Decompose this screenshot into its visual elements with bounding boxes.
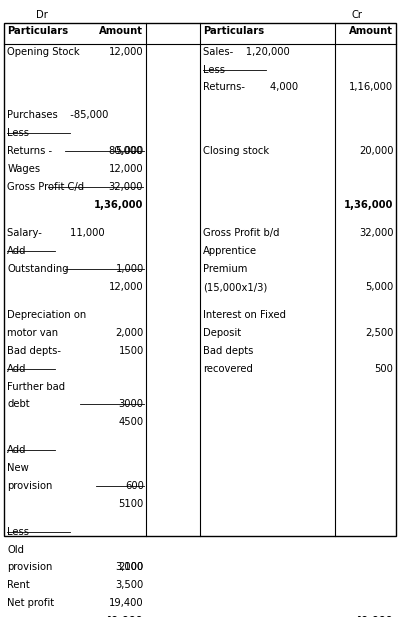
Text: Further bad: Further bad xyxy=(7,381,65,392)
Text: Premium: Premium xyxy=(203,264,247,274)
Text: Gross Profit C/d: Gross Profit C/d xyxy=(7,182,84,192)
Text: Bad depts-: Bad depts- xyxy=(7,346,61,356)
Text: 2,500: 2,500 xyxy=(365,328,393,338)
Text: 20,000: 20,000 xyxy=(359,146,393,156)
Text: New: New xyxy=(7,463,29,473)
Text: Old: Old xyxy=(7,545,24,555)
Text: 2000: 2000 xyxy=(119,563,144,573)
Text: Amount: Amount xyxy=(350,25,393,36)
Text: provision: provision xyxy=(7,563,53,573)
Text: Net profit: Net profit xyxy=(7,598,54,608)
Text: Opening Stock: Opening Stock xyxy=(7,47,80,57)
Text: Less: Less xyxy=(7,527,29,537)
Text: 19,400: 19,400 xyxy=(109,598,143,608)
Text: 600: 600 xyxy=(125,481,144,491)
Text: 1,000: 1,000 xyxy=(115,264,144,274)
Text: Depreciation on: Depreciation on xyxy=(7,310,87,320)
Text: 12,000: 12,000 xyxy=(109,164,143,174)
Text: Deposit: Deposit xyxy=(203,328,241,338)
Text: Wages: Wages xyxy=(7,164,40,174)
Text: 1,36,000: 1,36,000 xyxy=(344,200,393,210)
Text: Rent: Rent xyxy=(7,581,30,590)
Text: 12,000: 12,000 xyxy=(109,47,143,57)
Text: 1,16,000: 1,16,000 xyxy=(349,83,393,93)
Text: Purchases    -85,000: Purchases -85,000 xyxy=(7,110,109,120)
Text: Amount: Amount xyxy=(99,25,143,36)
Text: Cr: Cr xyxy=(351,10,362,20)
Text: Particulars: Particulars xyxy=(203,25,264,36)
Text: 1500: 1500 xyxy=(119,346,144,356)
Text: 2,000: 2,000 xyxy=(115,328,143,338)
Text: Particulars: Particulars xyxy=(7,25,68,36)
Text: debt: debt xyxy=(7,399,30,410)
Text: 5100: 5100 xyxy=(119,499,144,509)
Text: Apprentice: Apprentice xyxy=(203,246,257,256)
Text: Add: Add xyxy=(7,445,27,455)
Text: Less: Less xyxy=(203,65,225,75)
Text: Sales-    1,20,000: Sales- 1,20,000 xyxy=(203,47,289,57)
Text: 3,100: 3,100 xyxy=(115,563,143,573)
Text: Returns -: Returns - xyxy=(7,146,52,156)
Text: recovered: recovered xyxy=(203,363,253,374)
Text: provision: provision xyxy=(7,481,53,491)
Text: 40,000: 40,000 xyxy=(355,616,393,617)
Text: Outstanding: Outstanding xyxy=(7,264,69,274)
Text: Add: Add xyxy=(7,363,27,374)
Text: Closing stock: Closing stock xyxy=(203,146,269,156)
Text: Add: Add xyxy=(7,246,27,256)
Text: 3,500: 3,500 xyxy=(115,581,143,590)
Text: 5,000: 5,000 xyxy=(365,282,393,292)
Text: Salary-         11,000: Salary- 11,000 xyxy=(7,228,105,238)
Text: 5,000: 5,000 xyxy=(115,146,144,156)
Text: 3000: 3000 xyxy=(119,399,144,410)
Text: Returns-        4,000: Returns- 4,000 xyxy=(203,83,298,93)
Text: Gross Profit b/d: Gross Profit b/d xyxy=(203,228,279,238)
Text: 500: 500 xyxy=(375,363,393,374)
Text: motor van: motor van xyxy=(7,328,58,338)
Text: 12,000: 12,000 xyxy=(109,282,143,292)
Text: 32,000: 32,000 xyxy=(359,228,393,238)
Text: Bad depts: Bad depts xyxy=(203,346,253,356)
Text: Dr: Dr xyxy=(36,10,48,20)
Text: 40,000: 40,000 xyxy=(105,616,143,617)
Text: 4500: 4500 xyxy=(119,417,144,428)
Text: Interest on Fixed: Interest on Fixed xyxy=(203,310,286,320)
Text: (15,000x1/3): (15,000x1/3) xyxy=(203,282,267,292)
Text: 80,000: 80,000 xyxy=(109,146,143,156)
Text: Less: Less xyxy=(7,128,29,138)
Text: 32,000: 32,000 xyxy=(109,182,143,192)
Text: 1,36,000: 1,36,000 xyxy=(94,200,143,210)
